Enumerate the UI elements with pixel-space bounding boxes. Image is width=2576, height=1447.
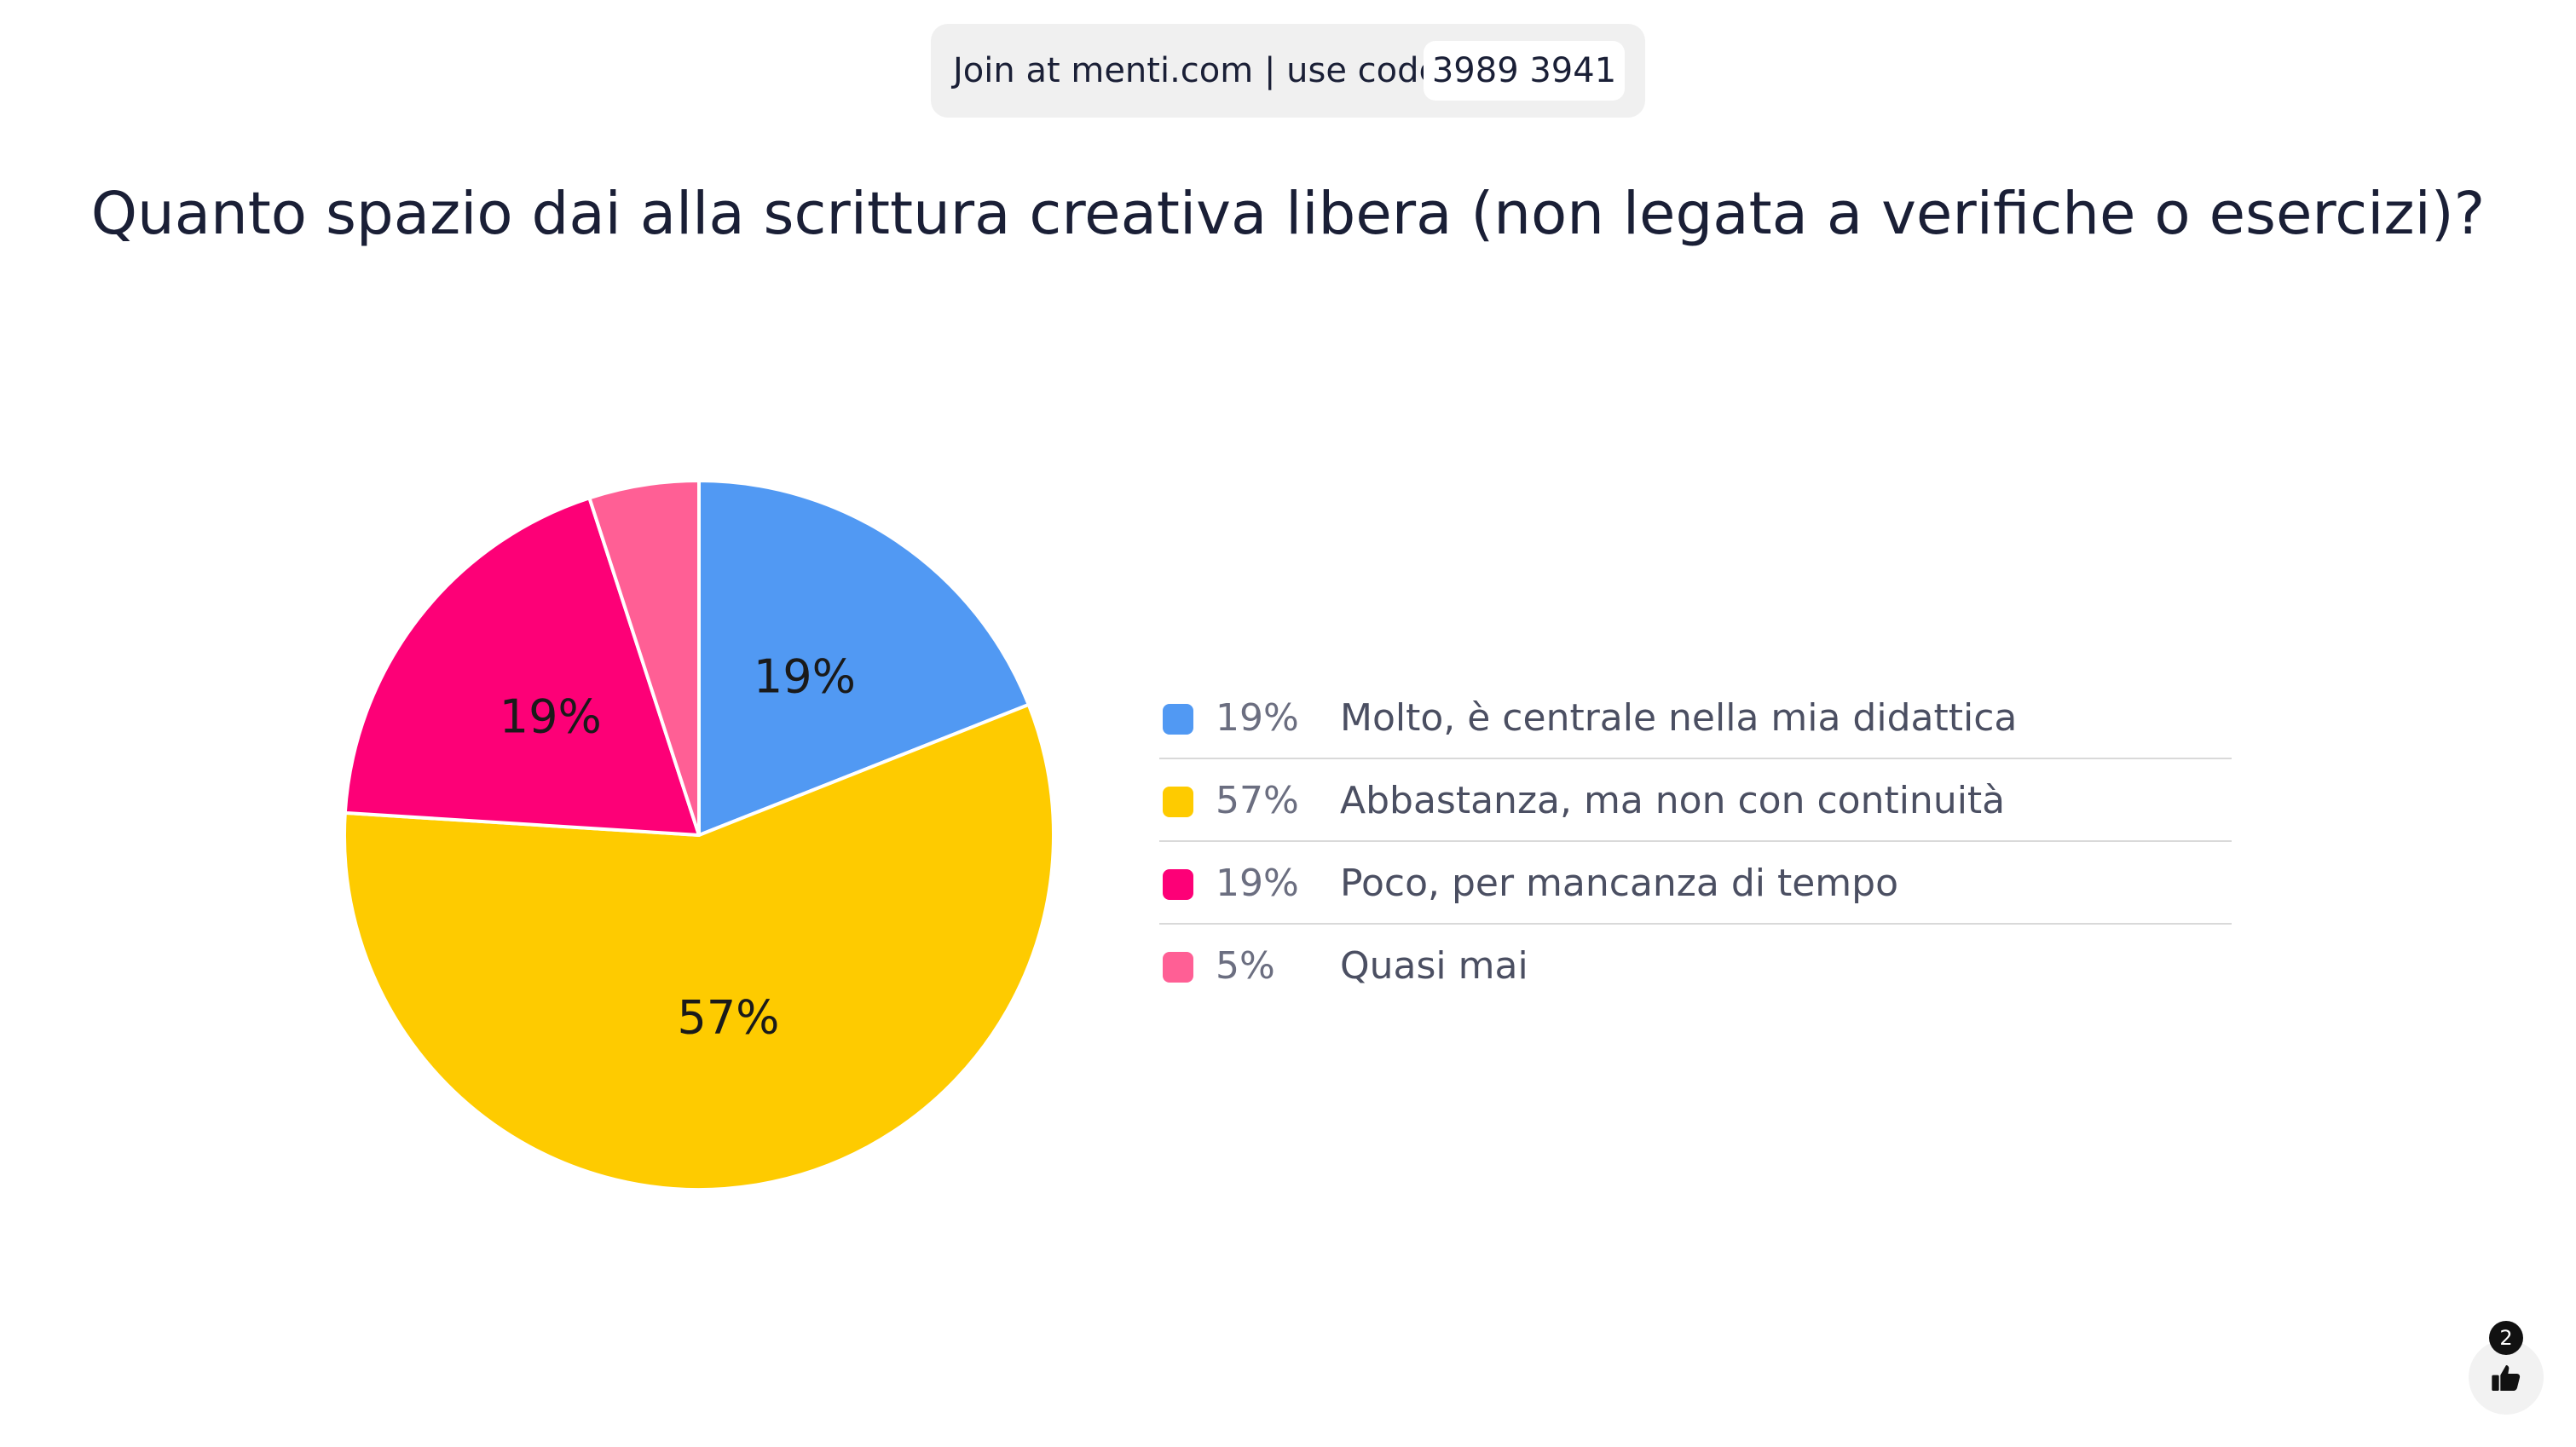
legend-item-4: 5% Quasi mai xyxy=(1159,925,2232,1007)
legend-label: Abbastanza, ma non con continuità xyxy=(1340,779,2006,822)
legend-label: Molto, è centrale nella mia didattica xyxy=(1340,696,2018,740)
legend-label: Quasi mai xyxy=(1340,944,1528,988)
slice-label-1: 19% xyxy=(754,649,856,703)
slice-label-3: 19% xyxy=(500,690,602,744)
pie-slice-2 xyxy=(343,702,1055,1191)
join-banner: Join at menti.com | use code 3989 3941 xyxy=(931,24,1645,118)
legend-percent: 19% xyxy=(1216,696,1299,740)
legend-percent: 19% xyxy=(1216,862,1299,905)
legend-item-3: 19% Poco, per mancanza di tempo xyxy=(1159,842,2232,925)
legend-item-1: 19% Molto, è centrale nella mia didattica xyxy=(1159,677,2232,759)
legend-swatch xyxy=(1163,704,1193,735)
legend-swatch xyxy=(1163,787,1193,817)
join-instructions: Join at menti.com | use code xyxy=(953,51,1441,90)
thumbs-up-icon[interactable] xyxy=(2489,1361,2523,1395)
legend-swatch xyxy=(1163,869,1193,900)
pie-chart: 19% 57% 19% xyxy=(343,479,1055,1191)
legend-item-2: 57% Abbastanza, ma non con continuità xyxy=(1159,759,2232,842)
pie-slice-4 xyxy=(587,479,701,837)
pie-slice-1 xyxy=(697,479,1031,837)
chart-legend: 19% Molto, è centrale nella mia didattica… xyxy=(1159,677,2232,1007)
legend-percent: 5% xyxy=(1216,944,1275,988)
legend-swatch xyxy=(1163,952,1193,983)
slice-label-2: 57% xyxy=(677,990,779,1044)
pie-slice-3 xyxy=(343,496,701,837)
legend-label: Poco, per mancanza di tempo xyxy=(1340,862,1899,905)
join-code: 3989 3941 xyxy=(1424,41,1625,101)
question-title: Quanto spazio dai alla scrittura creativ… xyxy=(90,180,2486,248)
legend-percent: 57% xyxy=(1216,779,1299,822)
reaction-count: 2 xyxy=(2489,1321,2523,1355)
